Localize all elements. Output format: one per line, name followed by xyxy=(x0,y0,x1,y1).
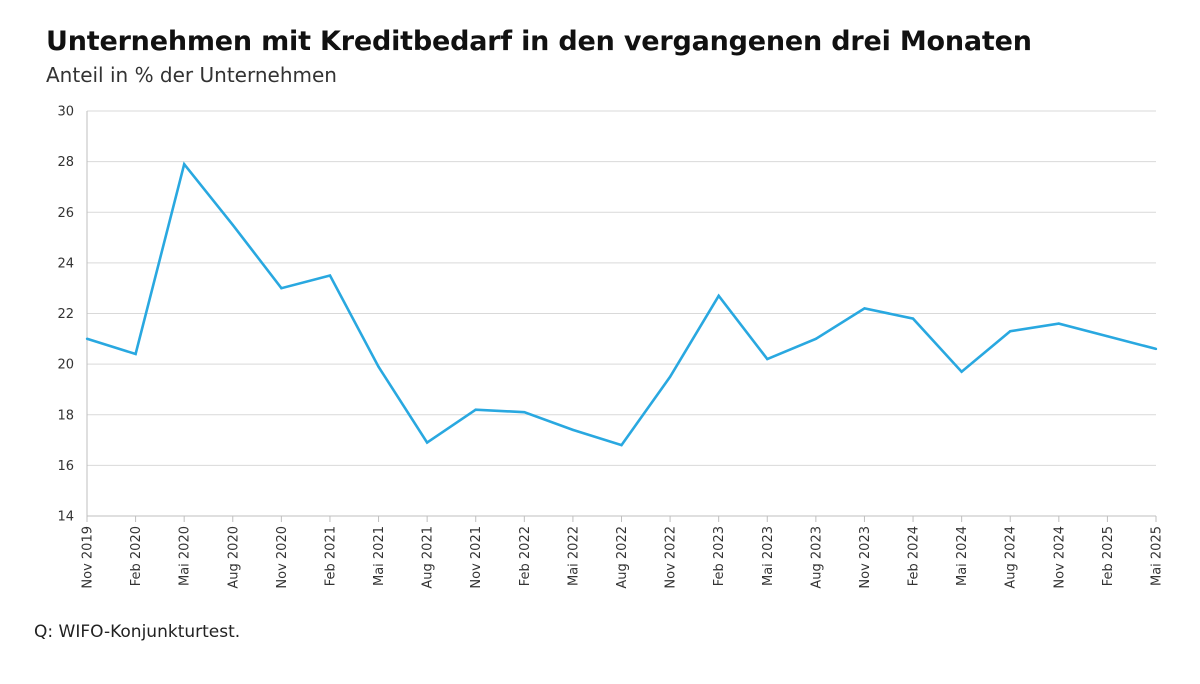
data-point xyxy=(425,441,429,444)
data-point xyxy=(863,307,866,310)
x-tick-label: Nov 2021 xyxy=(469,526,484,589)
y-tick-label: 24 xyxy=(57,256,74,271)
data-point xyxy=(1106,335,1109,338)
chart-subtitle: Anteil in % der Unternehmen xyxy=(46,63,337,87)
y-tick-label: 28 xyxy=(57,155,74,170)
x-tick-label: Nov 2024 xyxy=(1052,526,1067,589)
data-point xyxy=(182,162,186,166)
x-tick-label: Aug 2021 xyxy=(421,526,436,589)
data-point xyxy=(474,408,477,411)
x-tick-label: Feb 2023 xyxy=(712,526,727,586)
x-tick-label: Aug 2024 xyxy=(1004,526,1019,589)
chart-title: Unternehmen mit Kreditbedarf in den verg… xyxy=(46,26,1032,57)
x-tick-label: Feb 2025 xyxy=(1101,526,1116,586)
data-point xyxy=(911,317,915,320)
x-tick-label: Nov 2019 xyxy=(81,526,96,589)
x-tick-label: Mai 2021 xyxy=(372,526,387,586)
data-point xyxy=(85,337,89,341)
y-tick-label: 22 xyxy=(57,307,74,322)
data-point xyxy=(377,365,380,368)
x-tick-label: Aug 2023 xyxy=(809,526,824,589)
x-tick-label: Feb 2021 xyxy=(323,526,338,586)
gridlines xyxy=(87,110,1156,466)
series xyxy=(85,161,1158,447)
data-point xyxy=(571,428,575,432)
data-point xyxy=(620,443,623,447)
y-tick-labels: 14 16 18 20 22 24 26 28 30 xyxy=(57,105,74,525)
source-note: Q: WIFO-Konjunkturtest. xyxy=(34,622,241,642)
x-tick-label: Mai 2025 xyxy=(1150,526,1165,586)
series-line xyxy=(86,161,1157,447)
x-tick-label: Aug 2020 xyxy=(226,526,241,589)
x-tick-label: Feb 2020 xyxy=(129,526,144,586)
data-point xyxy=(717,294,720,297)
data-point xyxy=(1057,322,1061,325)
x-tick-label: Mai 2024 xyxy=(955,526,970,586)
y-tick-label: 18 xyxy=(57,408,74,423)
x-tick-label: Nov 2020 xyxy=(275,526,290,589)
data-point xyxy=(134,352,137,356)
data-point xyxy=(280,286,283,290)
x-tick-label: Nov 2023 xyxy=(858,526,873,589)
x-tick-label: Feb 2024 xyxy=(907,526,922,586)
x-tick-label: Aug 2022 xyxy=(615,526,630,589)
x-tick-label: Mai 2023 xyxy=(761,526,776,586)
x-tick-label: Mai 2020 xyxy=(178,526,193,586)
y-tick-label: 30 xyxy=(57,105,74,120)
y-tick-label: 16 xyxy=(57,459,74,474)
y-tick-label: 26 xyxy=(57,206,74,221)
data-point xyxy=(1009,330,1012,333)
data-point xyxy=(766,357,769,361)
data-point xyxy=(231,223,234,227)
x-tick-label: Feb 2022 xyxy=(518,526,533,586)
data-point xyxy=(960,370,963,373)
y-tick-label: 14 xyxy=(57,510,74,525)
data-point xyxy=(668,375,672,378)
x-tick-labels: Nov 2019 Feb 2020 Mai 2020 Aug 2020 Nov 2020… xyxy=(81,526,1165,589)
data-point xyxy=(814,337,818,341)
y-tick-label: 20 xyxy=(57,358,74,373)
data-point xyxy=(1154,347,1158,351)
x-tick-label: Nov 2022 xyxy=(664,526,679,589)
axes xyxy=(86,111,1157,522)
x-tick-label: Mai 2022 xyxy=(566,526,581,586)
data-point xyxy=(523,411,526,414)
data-point xyxy=(328,274,332,277)
